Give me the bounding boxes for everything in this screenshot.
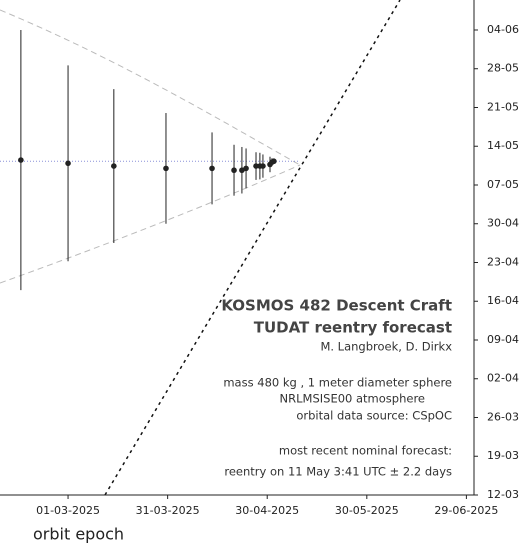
y-tick-label: 21-05 [487, 100, 519, 113]
envelope-upper [0, 9, 301, 166]
point [18, 157, 24, 163]
y-tick-label: 09-04 [487, 333, 519, 346]
annotation: reentry on 11 May 3:41 UTC ± 2.2 days [224, 465, 452, 479]
annotation: mass 480 kg , 1 meter diameter sphere [223, 376, 452, 390]
point [260, 163, 266, 169]
y-tick-label: 12-03 [487, 488, 519, 501]
annotation: orbital data source: CSpOC [296, 409, 452, 423]
y-tick-label: 16-04 [487, 294, 519, 307]
x-tick-label: 29-06-2025 [434, 504, 498, 517]
y-tick-label: 04-06 [487, 23, 519, 36]
x-axis-label: orbit epoch [33, 525, 124, 544]
point [243, 165, 249, 172]
x-tick-label: 31-03-2025 [136, 504, 200, 517]
point [209, 165, 215, 172]
y-tick-label: 14-05 [487, 139, 519, 152]
point [65, 160, 71, 167]
y-tick-label: 30-04 [487, 217, 519, 230]
point [231, 167, 237, 174]
x-tick-label: 30-05-2025 [335, 504, 399, 517]
point [253, 163, 259, 169]
x-tick-label: 30-04-2025 [235, 504, 299, 517]
point [163, 165, 169, 172]
annotation: NRLMSISE00 atmosphere [280, 392, 425, 406]
envelope-lower [0, 164, 301, 284]
y-tick-label: 28-05 [487, 62, 519, 75]
x-tick-label: 01-03-2025 [36, 504, 100, 517]
chart-title: KOSMOS 482 Descent Craft [221, 297, 452, 315]
y-tick-label: 23-04 [487, 255, 519, 268]
y-tick-label: 02-04 [487, 372, 519, 385]
y-tick-label: 26-03 [487, 410, 519, 423]
y-tick-label: 19-03 [487, 449, 519, 462]
y-tick-label: 07-05 [487, 178, 519, 191]
point [111, 163, 117, 169]
point [271, 158, 277, 165]
chart-subtitle: TUDAT reentry forecast [254, 319, 452, 337]
epoch-diagonal [104, 0, 401, 496]
annotation: most recent nominal forecast: [279, 444, 452, 458]
authors: M. Langbroek, D. Dirkx [320, 340, 452, 354]
